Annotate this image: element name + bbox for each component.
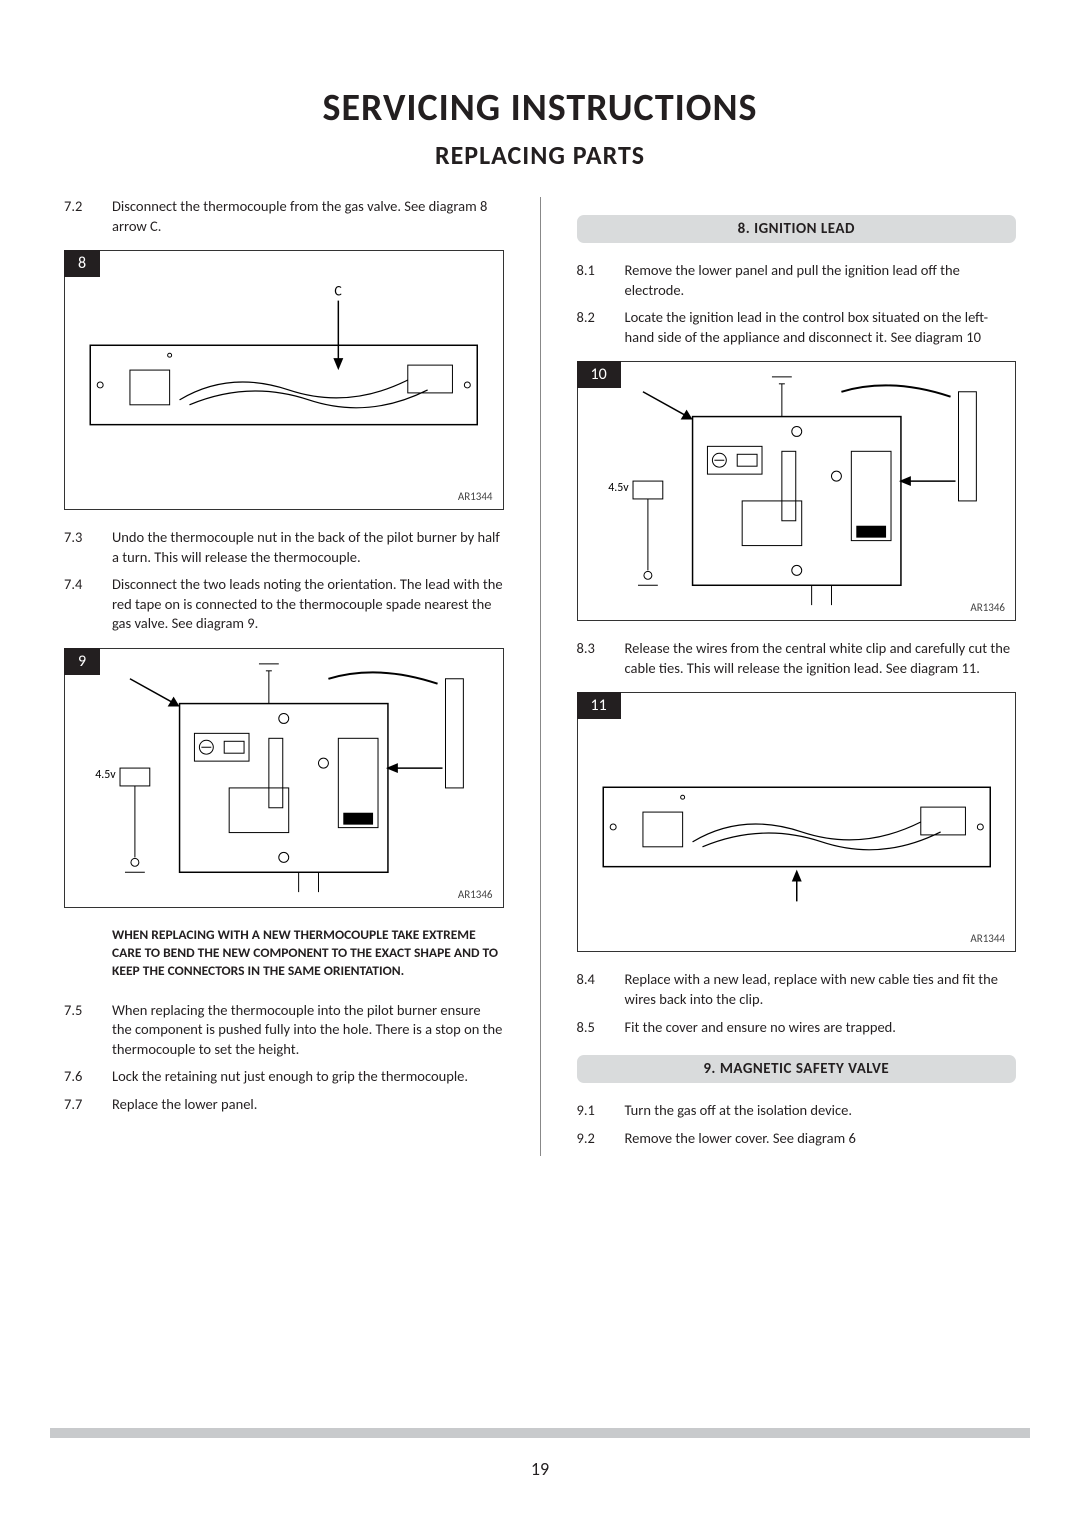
diagram-10-svg: 4.5v [578, 362, 1016, 620]
step-8-4: 8.4 Replace with a new lead, replace wit… [577, 970, 1017, 1009]
step-num: 8.4 [577, 970, 607, 1009]
step-num: 8.2 [577, 308, 607, 347]
step-num: 7.3 [64, 528, 94, 567]
step-7-7: 7.7 Replace the lower panel. [64, 1095, 504, 1115]
step-text: Replace with a new lead, replace with ne… [625, 970, 1017, 1009]
step-num: 7.2 [64, 197, 94, 236]
figure-10: 10 AR1346 4.5v [577, 361, 1017, 621]
footer-bar [50, 1428, 1030, 1438]
step-num: 7.6 [64, 1067, 94, 1087]
section-8-header: 8. IGNITION LEAD [577, 215, 1017, 243]
figure-9: 9 AR1346 4.5v [64, 648, 504, 908]
section-9-header: 9. MAGNETIC SAFETY VALVE [577, 1055, 1017, 1083]
step-text: Fit the cover and ensure no wires are tr… [625, 1018, 1017, 1038]
figure-11: 11 AR1344 [577, 692, 1017, 952]
step-text: Remove the lower cover. See diagram 6 [625, 1129, 1017, 1149]
right-column: 8. IGNITION LEAD 8.1 Remove the lower pa… [541, 197, 1031, 1156]
step-num: 8.3 [577, 639, 607, 678]
page-title: SERVICING INSTRUCTIONS [50, 85, 1030, 131]
step-text: Undo the thermocouple nut in the back of… [112, 528, 504, 567]
step-text: Disconnect the two leads noting the orie… [112, 575, 504, 634]
step-num: 7.5 [64, 1001, 94, 1060]
step-9-2: 9.2 Remove the lower cover. See diagram … [577, 1129, 1017, 1149]
arrow-c-label: C [334, 283, 342, 300]
volt-label: 4.5v [95, 768, 116, 782]
step-8-2: 8.2 Locate the ignition lead in the cont… [577, 308, 1017, 347]
left-column: 7.2 Disconnect the thermocouple from the… [50, 197, 541, 1156]
step-text: Turn the gas off at the isolation device… [625, 1101, 1017, 1121]
step-8-5: 8.5 Fit the cover and ensure no wires ar… [577, 1018, 1017, 1038]
step-8-3: 8.3 Release the wires from the central w… [577, 639, 1017, 678]
step-7-6: 7.6 Lock the retaining nut just enough t… [64, 1067, 504, 1087]
step-7-5: 7.5 When replacing the thermocouple into… [64, 1001, 504, 1060]
step-text: When replacing the thermocouple into the… [112, 1001, 504, 1060]
step-num: 9.2 [577, 1129, 607, 1149]
step-num: 9.1 [577, 1101, 607, 1121]
figure-8: 8 AR1344 C [64, 250, 504, 510]
page-subtitle: REPLACING PARTS [50, 139, 1030, 171]
step-num: 8.1 [577, 261, 607, 300]
step-text: Locate the ignition lead in the control … [625, 308, 1017, 347]
page-number: 19 [0, 1458, 1080, 1480]
step-text: Replace the lower panel. [112, 1095, 504, 1115]
step-text: Lock the retaining nut just enough to gr… [112, 1067, 504, 1087]
step-7-3: 7.3 Undo the thermocouple nut in the bac… [64, 528, 504, 567]
step-9-1: 9.1 Turn the gas off at the isolation de… [577, 1101, 1017, 1121]
step-text: Release the wires from the central white… [625, 639, 1017, 678]
diagram-8-svg: C [65, 251, 503, 509]
step-num: 7.4 [64, 575, 94, 634]
step-text: Disconnect the thermocouple from the gas… [112, 197, 504, 236]
step-text: Remove the lower panel and pull the igni… [625, 261, 1017, 300]
step-7-2: 7.2 Disconnect the thermocouple from the… [64, 197, 504, 236]
step-num: 7.7 [64, 1095, 94, 1115]
step-num: 8.5 [577, 1018, 607, 1038]
caution-text: WHEN REPLACING WITH A NEW THERMOCOUPLE T… [112, 926, 504, 981]
step-7-4: 7.4 Disconnect the two leads noting the … [64, 575, 504, 634]
diagram-11-svg [578, 693, 1016, 951]
content-columns: 7.2 Disconnect the thermocouple from the… [50, 197, 1030, 1156]
step-8-1: 8.1 Remove the lower panel and pull the … [577, 261, 1017, 300]
volt-label: 4.5v [608, 481, 629, 495]
diagram-9-svg: 4.5v [65, 649, 503, 907]
